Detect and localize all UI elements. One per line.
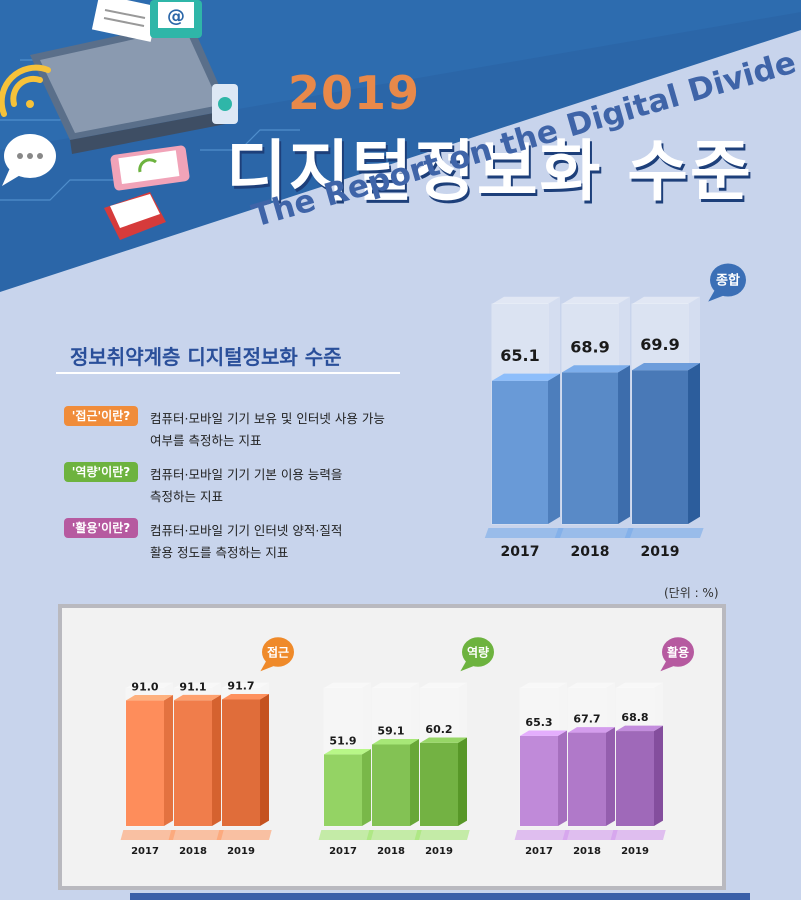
header-banner: @ [0,0,801,292]
tick-label: 2019 [621,846,649,857]
definition-tag-utilization: '활용'이란? [64,518,138,538]
chart-title-tag: 활용 [660,637,694,672]
chart-title: 접근 [267,645,289,659]
bar-2018: 91.1 2018 [168,680,224,857]
unit-label: (단위 : %) [664,586,719,600]
bar-fill [174,700,212,826]
definition-text-utilization: 컴퓨터·모바일 기기 인터넷 양적·질적 활용 정도를 측정하는 지표 [150,523,343,560]
tick-label: 2019 [227,846,255,857]
tick-label: 2019 [425,846,453,857]
chart-title-tag: 종합 [708,263,746,302]
data-label: 91.7 [227,679,254,692]
tick-label: 2017 [329,846,357,857]
bar-2017: 65.1 2017 [484,296,564,560]
laptop-icon [30,20,236,154]
chart-title-tag: 접근 [260,637,294,672]
bar-fill [616,731,654,826]
svg-text:@: @ [167,6,185,27]
data-label: 65.1 [500,346,539,365]
bar-2019: 69.9 2019 [624,296,704,560]
tick-label: 2018 [573,846,601,857]
bar-fill [420,742,458,826]
definition-text-access: 컴퓨터·모바일 기기 보유 및 인터넷 사용 가능 여부를 측정하는 지표 [150,411,385,448]
main-title-year: 2019 [288,66,421,120]
data-label: 91.0 [131,680,158,693]
tick-label: 2019 [641,544,680,560]
bar-2017: 51.9 2017 [318,682,374,857]
main-title: 디지털정보화 수준 [226,133,753,210]
bar-fill [492,380,548,524]
definition-text-capability: 컴퓨터·모바일 기기 기본 이용 능력을 측정하는 지표 [150,467,343,504]
data-label: 68.9 [570,337,609,356]
section-title: 정보취약계층 디지털정보화 수준 [56,342,400,374]
tick-label: 2017 [525,846,553,857]
bar-fill [520,735,558,826]
settings-icon [212,84,238,124]
bar-fill [222,699,260,826]
bar-2017: 91.0 2017 [120,680,176,857]
bar-fill [324,754,362,826]
bar-2019: 68.8 2019 [610,682,666,857]
data-label: 67.7 [573,713,600,726]
bottom-strip [130,893,750,900]
data-label: 51.9 [329,734,356,747]
bar-fill [372,744,410,826]
data-label: 65.3 [525,716,552,729]
tick-label: 2018 [377,846,405,857]
data-label: 68.8 [621,711,648,724]
document-icon [91,0,159,42]
wifi-icon [0,64,51,117]
definition-tag-access: '접근'이란? [64,406,138,426]
tick-label: 2018 [571,544,610,560]
chat-bubble-icon [2,134,56,186]
data-label: 60.2 [425,723,452,736]
definition-tag-capability: '역량'이란? [64,462,138,482]
tick-label: 2017 [501,544,540,560]
bar-2018: 59.1 2018 [366,682,422,857]
data-label: 91.1 [179,680,206,693]
chart-title: 종합 [716,273,740,289]
chart-access: 접근 91.0 2017 91.1 2018 91.7 2019 [120,637,294,857]
book-icon [104,192,166,240]
bar-fill [562,372,618,524]
bar-2018: 68.9 2018 [554,296,634,560]
email-icon: @ [150,0,202,38]
bar-fill [568,732,606,826]
tick-label: 2018 [179,846,207,857]
phone-icon [110,145,190,191]
chart-capability: 역량 51.9 2017 59.1 2018 60.2 2019 [318,637,494,857]
chart-utilization: 활용 65.3 2017 67.7 2018 68.8 2019 [514,637,694,857]
bar-fill [126,700,164,826]
bar-2019: 60.2 2019 [414,682,470,857]
chart-title: 역량 [467,644,489,659]
chart-title-tag: 역량 [460,637,494,672]
chart-title: 활용 [667,644,689,659]
bar-2017: 65.3 2017 [514,682,570,857]
data-label: 59.1 [377,724,404,737]
chart-overall: 종합 65.1 2017 68.9 2018 69.9 2019 [484,263,746,560]
bar-fill [632,370,688,524]
bar-2018: 67.7 2018 [562,682,618,857]
data-label: 69.9 [640,335,679,354]
bar-2019: 91.7 2019 [216,679,272,857]
tick-label: 2017 [131,846,159,857]
